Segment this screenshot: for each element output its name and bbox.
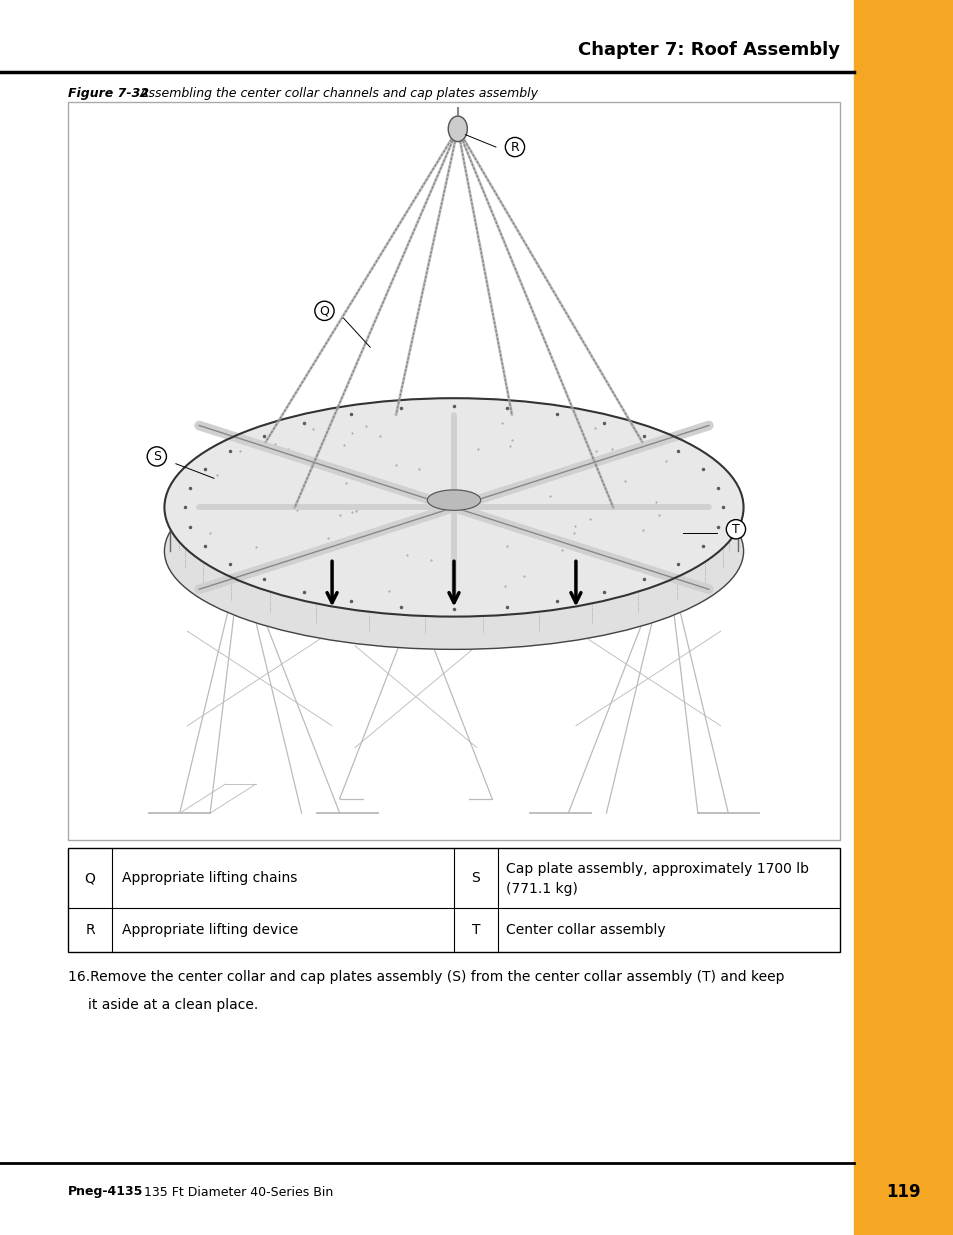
Text: R: R (510, 141, 518, 153)
Text: (771.1 kg): (771.1 kg) (505, 882, 578, 895)
Text: 135 Ft Diameter 40-Series Bin: 135 Ft Diameter 40-Series Bin (140, 1186, 333, 1198)
Text: Pneg-4135: Pneg-4135 (68, 1186, 143, 1198)
Text: T: T (471, 923, 479, 937)
Text: 119: 119 (885, 1183, 921, 1200)
Text: Center collar assembly: Center collar assembly (505, 923, 665, 937)
Text: Chapter 7: Roof Assembly: Chapter 7: Roof Assembly (578, 41, 840, 59)
Text: Figure 7-32: Figure 7-32 (68, 86, 149, 100)
Text: Cap plate assembly, approximately 1700 lb: Cap plate assembly, approximately 1700 l… (505, 862, 808, 876)
Text: Q: Q (85, 871, 95, 885)
Bar (853, 0, 953, 1235)
Ellipse shape (427, 490, 480, 510)
Ellipse shape (164, 453, 742, 650)
Text: it aside at a clean place.: it aside at a clean place. (88, 998, 258, 1011)
Text: T: T (731, 522, 739, 536)
Ellipse shape (164, 398, 742, 616)
Text: R: R (85, 923, 94, 937)
Text: Appropriate lifting chains: Appropriate lifting chains (122, 871, 297, 885)
Ellipse shape (448, 116, 467, 142)
Bar (68, 848, 840, 952)
Bar (68, 103, 840, 840)
Text: S: S (471, 871, 480, 885)
Text: S: S (152, 450, 161, 463)
Text: Q: Q (319, 304, 329, 317)
Text: Appropriate lifting device: Appropriate lifting device (122, 923, 298, 937)
Text: Assembling the center collar channels and cap plates assembly: Assembling the center collar channels an… (136, 86, 537, 100)
Text: 16.Remove the center collar and cap plates assembly (S) from the center collar a: 16.Remove the center collar and cap plat… (68, 969, 783, 984)
